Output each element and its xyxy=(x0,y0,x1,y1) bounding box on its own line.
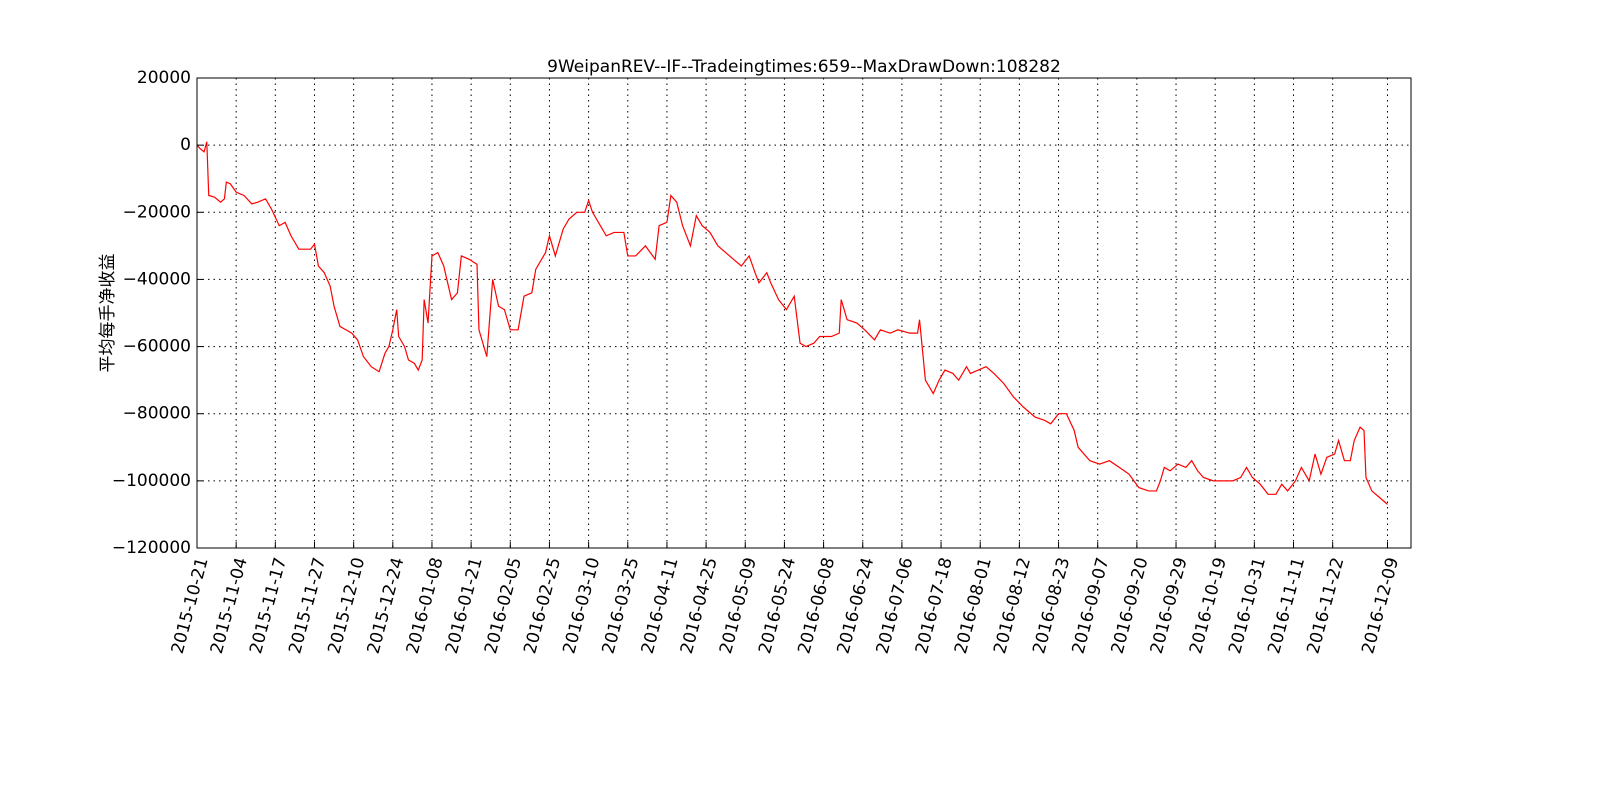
chart-title: 9WeipanREV--IF--Tradeingtimes:659--MaxDr… xyxy=(547,57,1061,77)
y-tick-label: −120000 xyxy=(112,538,191,558)
data-line xyxy=(196,141,1388,505)
y-tick-label: −80000 xyxy=(123,404,191,424)
y-tick-label: −20000 xyxy=(123,202,191,222)
y-tick-label: 20000 xyxy=(137,68,191,88)
plot-frame xyxy=(196,77,1412,549)
y-tick-label: 0 xyxy=(180,135,191,155)
y-tick-label: −100000 xyxy=(112,471,191,491)
y-axis-label: 平均每手净收益 xyxy=(98,254,118,373)
y-tick-label: −40000 xyxy=(123,269,191,289)
y-tick-label: −60000 xyxy=(123,337,191,357)
